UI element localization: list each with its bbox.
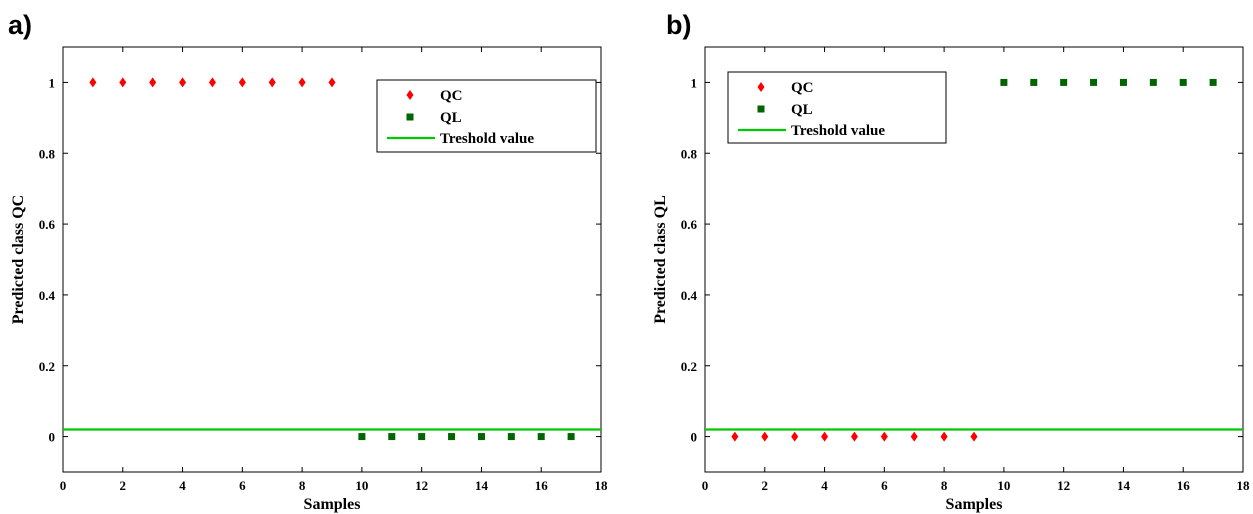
qc-point [89, 77, 97, 88]
x-axis-title: Samples [946, 496, 1003, 513]
legend-ql-marker [757, 105, 765, 113]
ql-point [1179, 78, 1187, 86]
ql-point [1209, 78, 1217, 86]
qc-point [970, 431, 978, 442]
x-tick-label: 4 [179, 478, 186, 493]
y-axis-title: Predicted class QL [652, 195, 669, 324]
ql-point [388, 433, 396, 441]
panel-label: a) [8, 10, 32, 40]
y-tick-label: 1 [691, 75, 698, 90]
y-axis-title: Predicted class QC [10, 195, 27, 324]
x-tick-label: 0 [702, 478, 709, 493]
x-tick-label: 10 [997, 478, 1010, 493]
qc-point [910, 431, 918, 442]
y-tick-label: 0.8 [681, 146, 698, 161]
x-tick-label: 2 [762, 478, 769, 493]
plot-frame [62, 46, 602, 473]
qc-point [731, 431, 739, 442]
qc-point [328, 77, 336, 88]
qc-point [850, 431, 858, 442]
qc-point [298, 77, 306, 88]
legend-qc-marker [757, 82, 765, 92]
legend: QC QL Treshold value [727, 71, 947, 144]
y-tick-label: 0.2 [681, 359, 697, 374]
qc-point [149, 77, 157, 88]
ql-point [358, 433, 366, 441]
plot-frame [704, 46, 1244, 473]
ql-point [477, 433, 485, 441]
legend-qc-marker [406, 90, 414, 100]
legend-ql-label: QL [791, 102, 813, 118]
x-tick-label: 16 [1177, 478, 1191, 493]
ql-point [507, 433, 515, 441]
x-tick-label: 8 [299, 478, 306, 493]
y-tick-label: 0.6 [681, 217, 698, 232]
y-tick-label: 1 [49, 75, 56, 90]
ql-point [1030, 78, 1038, 86]
legend-qc-label: QC [791, 80, 814, 96]
qc-point [880, 431, 888, 442]
x-tick-label: 18 [1237, 478, 1251, 493]
ql-point [1090, 78, 1098, 86]
y-tick-label: 0.8 [39, 146, 56, 161]
x-tick-label: 6 [239, 478, 246, 493]
ql-point [1000, 78, 1008, 86]
legend-threshold-label: Treshold value [791, 123, 885, 139]
qc-point [821, 431, 829, 442]
legend: QC QL Treshold value [376, 79, 597, 153]
x-axis-title: Samples [304, 496, 361, 513]
ql-point [567, 433, 575, 441]
chart-panel-a: a) 0 2 4 6 8 10 12 14 16 18 0 0.2 0.4 0.6 0.8 1 Samples Pr… [8, 10, 608, 513]
x-tick-label: 2 [120, 478, 127, 493]
qc-point [179, 77, 187, 88]
ql-point [418, 433, 426, 441]
legend-ql-marker [406, 113, 414, 121]
y-tick-label: 0.4 [39, 288, 56, 303]
x-tick-label: 12 [415, 478, 428, 493]
legend-threshold-label: Treshold value [440, 131, 534, 147]
ql-point [1149, 78, 1157, 86]
qc-point [268, 77, 276, 88]
ql-point [448, 433, 456, 441]
panel-label: b) [666, 10, 691, 40]
qc-point [940, 431, 948, 442]
qc-point [238, 77, 246, 88]
x-tick-label: 0 [60, 478, 67, 493]
x-tick-label: 6 [881, 478, 888, 493]
ql-point [1060, 78, 1068, 86]
x-tick-label: 4 [821, 478, 828, 493]
y-tick-label: 0.4 [681, 288, 698, 303]
qc-point [208, 77, 216, 88]
qc-point [791, 431, 799, 442]
legend-ql-label: QL [440, 110, 462, 126]
ql-point [537, 433, 545, 441]
ql-point [1119, 78, 1127, 86]
x-tick-label: 8 [941, 478, 948, 493]
y-tick-label: 0.2 [39, 359, 55, 374]
y-tick-label: 0 [691, 430, 698, 445]
x-tick-label: 14 [475, 478, 489, 493]
qc-point [119, 77, 127, 88]
legend-qc-label: QC [440, 88, 463, 104]
x-tick-label: 10 [355, 478, 368, 493]
chart-panel-b: b) 0 2 4 6 8 10 12 14 16 18 0 0.2 0.4 0.6 0.8 1 Samples Pr… [652, 10, 1250, 513]
y-tick-label: 0 [49, 430, 56, 445]
x-tick-label: 14 [1117, 478, 1131, 493]
x-tick-label: 18 [595, 478, 609, 493]
y-tick-label: 0.6 [39, 217, 56, 232]
x-tick-label: 16 [535, 478, 549, 493]
qc-point [761, 431, 769, 442]
x-tick-label: 12 [1057, 478, 1070, 493]
